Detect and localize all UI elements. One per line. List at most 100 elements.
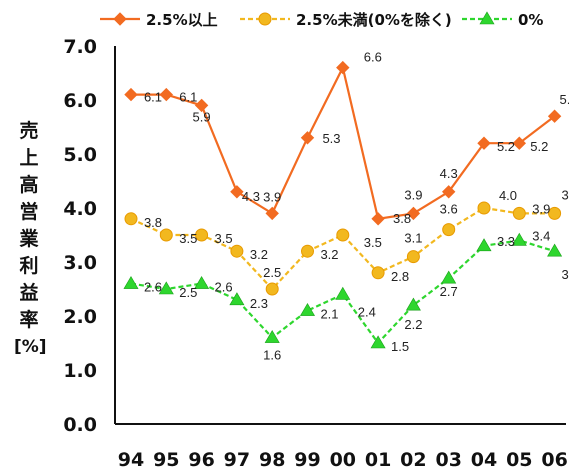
x-tick-label: 97 — [224, 449, 250, 471]
data-point-diamond — [230, 185, 244, 199]
data-point-triangle — [264, 330, 280, 343]
data-point-triangle — [123, 276, 139, 289]
data-label: 4.3 — [440, 166, 458, 181]
data-point-triangle — [370, 335, 386, 349]
data-label: 3.1 — [404, 231, 422, 246]
data-label: 2.7 — [440, 284, 458, 299]
data-point-diamond — [406, 206, 421, 221]
y-tick-label: 4.0 — [63, 198, 97, 220]
x-tick-label: 96 — [188, 449, 214, 471]
data-label: 2.6 — [215, 280, 233, 295]
y-tick-label: 1.0 — [63, 360, 97, 382]
data-point-circle — [406, 250, 420, 264]
data-point-circle — [477, 201, 491, 215]
y-axis-title: 売上高営業利益率 [%] — [14, 118, 47, 361]
data-point-circle — [512, 206, 526, 220]
data-point-diamond — [512, 136, 527, 150]
data-point-circle — [301, 244, 314, 258]
data-point-circle — [265, 282, 279, 296]
data-point-diamond — [113, 12, 127, 26]
series-2 — [124, 201, 562, 296]
data-point-triangle — [335, 286, 351, 300]
legend-item: 0% — [462, 11, 543, 29]
y-tick-label: 7.0 — [63, 36, 97, 58]
data-point-circle — [371, 266, 385, 280]
data-label: 3.5 — [215, 231, 233, 246]
data-label: 3.4 — [532, 228, 550, 243]
data-label: 5.7 — [560, 92, 569, 107]
data-point-diamond — [371, 212, 385, 226]
x-tick-label: 06 — [541, 449, 567, 471]
y-tick-label: 5.0 — [63, 144, 97, 166]
data-label: 3.8 — [393, 211, 411, 226]
x-tick-label: 05 — [506, 449, 532, 471]
data-point-circle — [258, 12, 272, 26]
data-point-circle — [195, 228, 209, 242]
data-label: 3.5 — [179, 231, 197, 246]
x-tick-label: 04 — [471, 449, 497, 471]
data-point-triangle — [158, 281, 174, 295]
data-label: 3.2 — [250, 247, 268, 262]
x-tick-label: 01 — [365, 449, 391, 471]
x-tick-label: 94 — [118, 449, 144, 471]
data-label: 6.1 — [179, 90, 197, 105]
data-label: 2.8 — [391, 269, 409, 284]
data-label: 3.8 — [144, 215, 162, 230]
data-label: 2.3 — [250, 296, 268, 311]
data-label: 5.9 — [193, 109, 211, 124]
data-label: 5.2 — [497, 139, 515, 154]
data-point-triangle — [229, 292, 245, 306]
data-label: 4.0 — [499, 188, 517, 203]
data-point-circle — [548, 206, 562, 220]
data-point-diamond — [547, 109, 562, 123]
data-point-triangle — [476, 238, 492, 252]
y-axis-title-text: 売上高営業利益率 [%] — [14, 120, 47, 357]
data-point-circle — [230, 244, 244, 258]
data-point-triangle — [194, 276, 210, 289]
data-label: 3.9 — [263, 189, 281, 204]
data-label: 5.3 — [322, 131, 340, 146]
data-point-circle — [442, 223, 456, 237]
x-tick-label: 95 — [153, 449, 179, 471]
data-label: 5.2 — [530, 139, 548, 154]
data-point-triangle — [511, 232, 527, 246]
y-tick-label: 3.0 — [63, 252, 97, 274]
legend-label: 0% — [518, 11, 543, 29]
data-point-triangle — [405, 297, 421, 311]
data-point-circle — [124, 212, 138, 226]
y-tick-label: 0.0 — [63, 414, 97, 436]
series-line — [130, 206, 555, 291]
data-point-diamond — [336, 60, 350, 75]
series-1 — [124, 60, 562, 226]
data-label: 3.9 — [532, 201, 550, 216]
data-point-triangle — [441, 270, 457, 284]
x-tick-label: 00 — [330, 449, 356, 471]
legend-item: 2.5%以上 — [100, 11, 218, 29]
data-point-diamond — [300, 131, 315, 145]
legend-item: 2.5%未満(0%を除く) — [240, 11, 452, 29]
data-point-diamond — [194, 98, 209, 113]
x-tick-label: 98 — [259, 449, 285, 471]
data-point-triangle — [479, 11, 495, 25]
legend-label: 2.5%以上 — [146, 11, 218, 29]
data-point-diamond — [477, 136, 491, 150]
y-tick-label: 6.0 — [63, 90, 97, 112]
data-point-diamond — [265, 206, 279, 221]
data-label: 6.6 — [364, 50, 382, 65]
data-label: 2.1 — [320, 307, 338, 322]
data-point-circle — [336, 228, 350, 242]
data-point-diamond — [159, 87, 174, 102]
legend-label: 2.5%未満(0%を除く) — [296, 11, 452, 29]
data-label: 3.5 — [364, 235, 382, 250]
data-point-circle — [159, 228, 173, 242]
data-label: 2.2 — [404, 317, 422, 332]
data-point-diamond — [441, 185, 456, 199]
data-label: 3.3 — [497, 234, 515, 249]
data-label: 3.2 — [320, 247, 338, 262]
series-lines — [123, 60, 563, 349]
data-label: 3.2 — [562, 267, 569, 282]
data-point-triangle — [547, 243, 563, 257]
data-labels: 6.16.15.94.33.95.36.63.83.94.35.25.25.73… — [144, 50, 569, 363]
x-tick-label: 99 — [294, 449, 320, 471]
